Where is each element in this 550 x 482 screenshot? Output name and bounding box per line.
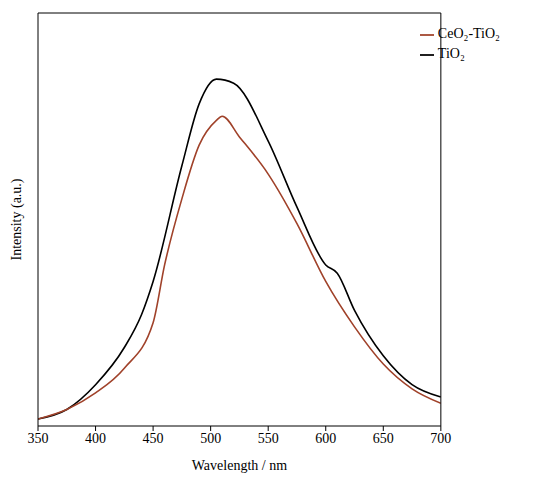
svg-text:500: 500 (200, 431, 221, 446)
svg-text:400: 400 (85, 431, 106, 446)
html-text:CeO₂-TiO₂: CeO₂-TiO₂ (437, 26, 500, 41)
svg-text:Intensity (a.u.): Intensity (a.u.) (9, 178, 25, 260)
html-text:TiO₂: TiO₂ (437, 46, 465, 61)
svg-text:450: 450 (143, 431, 164, 446)
svg-text:550: 550 (258, 431, 279, 446)
svg-text:Wavelength / nm: Wavelength / nm (192, 458, 287, 473)
svg-text:700: 700 (430, 431, 451, 446)
svg-text:650: 650 (373, 431, 394, 446)
svg-text:350: 350 (28, 431, 49, 446)
svg-text:600: 600 (315, 431, 336, 446)
